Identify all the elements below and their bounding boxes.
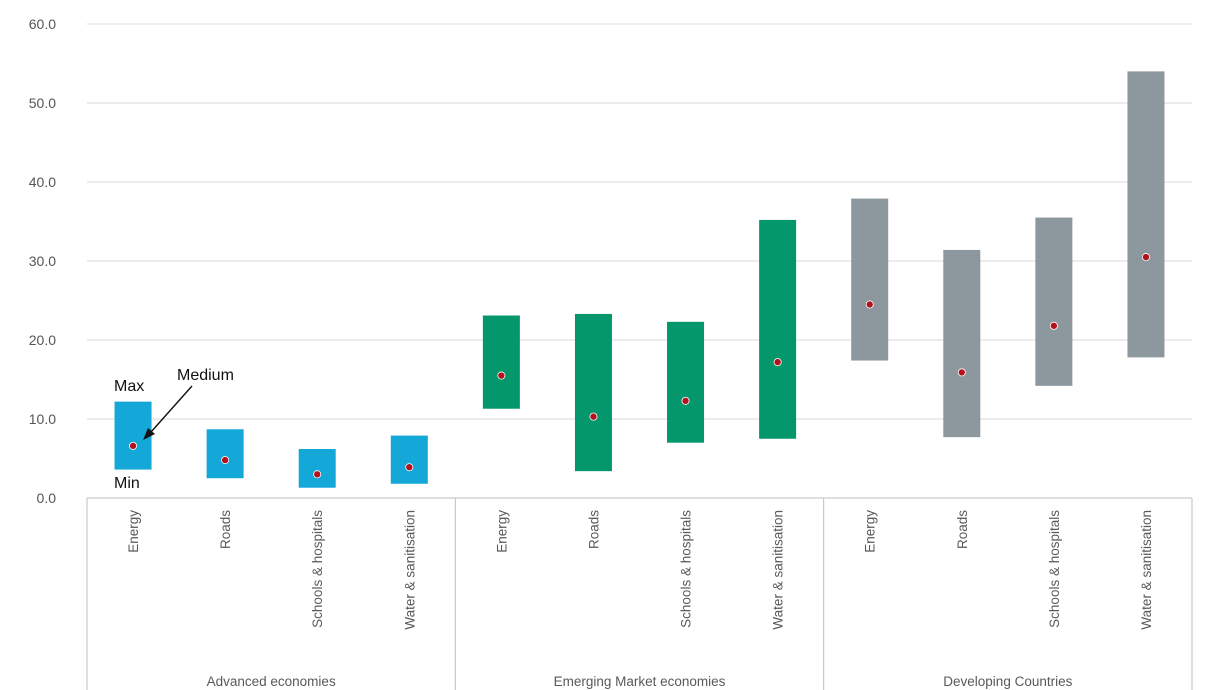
range-bar [298,449,336,488]
range-bar [943,249,981,438]
category-label: Energy [863,510,878,553]
annotations: Max Min Medium [114,367,234,492]
medium-marker [221,456,230,465]
category-label: Schools & hospitals [310,510,325,628]
medium-marker [313,470,322,479]
category-label: Roads [586,510,601,549]
category-label: Energy [494,510,509,553]
annotation-min: Min [114,475,140,492]
y-tick-label: 10.0 [29,411,56,427]
range-bars [114,71,1165,488]
medium-marker [681,396,690,405]
range-bar [851,198,889,361]
range-bar [759,219,797,439]
y-tick-label: 30.0 [29,253,56,269]
range-bar [574,313,612,472]
y-tick-label: 0.0 [37,490,57,506]
medium-marker [1141,253,1150,262]
category-label: Schools & hospitals [1047,510,1062,628]
y-tick-label: 50.0 [29,95,56,111]
medium-marker [1049,321,1058,330]
medium-marker [497,371,506,380]
medium-marker [773,358,782,367]
annotation-medium: Medium [177,367,234,384]
category-label: Roads [218,510,233,549]
x-axis: Energy Roads Schools & hospitals Water & sa… [86,497,1193,690]
range-bar [206,429,244,479]
range-bar [390,435,428,484]
annotation-arrow-line [150,385,193,433]
y-tick-label: 40.0 [29,174,56,190]
group-label: Emerging Market economies [554,674,726,689]
medium-marker [957,368,966,377]
y-tick-label: 20.0 [29,332,56,348]
range-bar [1035,217,1073,386]
annotation-arrow-head [143,428,155,440]
category-label: Water & sanitisation [1139,510,1154,630]
group-label: Advanced economies [207,674,336,689]
category-label: Water & sanitisation [771,510,786,630]
category-label: Schools & hospitals [679,510,694,628]
gridlines [87,23,1192,420]
group-label: Developing Countries [943,674,1072,689]
medium-marker [405,463,414,472]
y-axis-tick-labels: 0.0 10.0 20.0 30.0 40.0 50.0 60.0 [29,16,56,506]
category-label: Roads [955,510,970,549]
category-label: Water & sanitisation [402,510,417,630]
y-tick-label: 60.0 [29,16,56,32]
medium-markers [129,253,1150,479]
medium-marker [865,300,874,309]
medium-marker [589,412,598,421]
category-label: Energy [126,510,141,553]
range-bar [667,321,705,443]
range-bar [482,315,520,409]
medium-marker [129,441,138,450]
range-bar [1127,71,1165,358]
annotation-max: Max [114,378,144,395]
